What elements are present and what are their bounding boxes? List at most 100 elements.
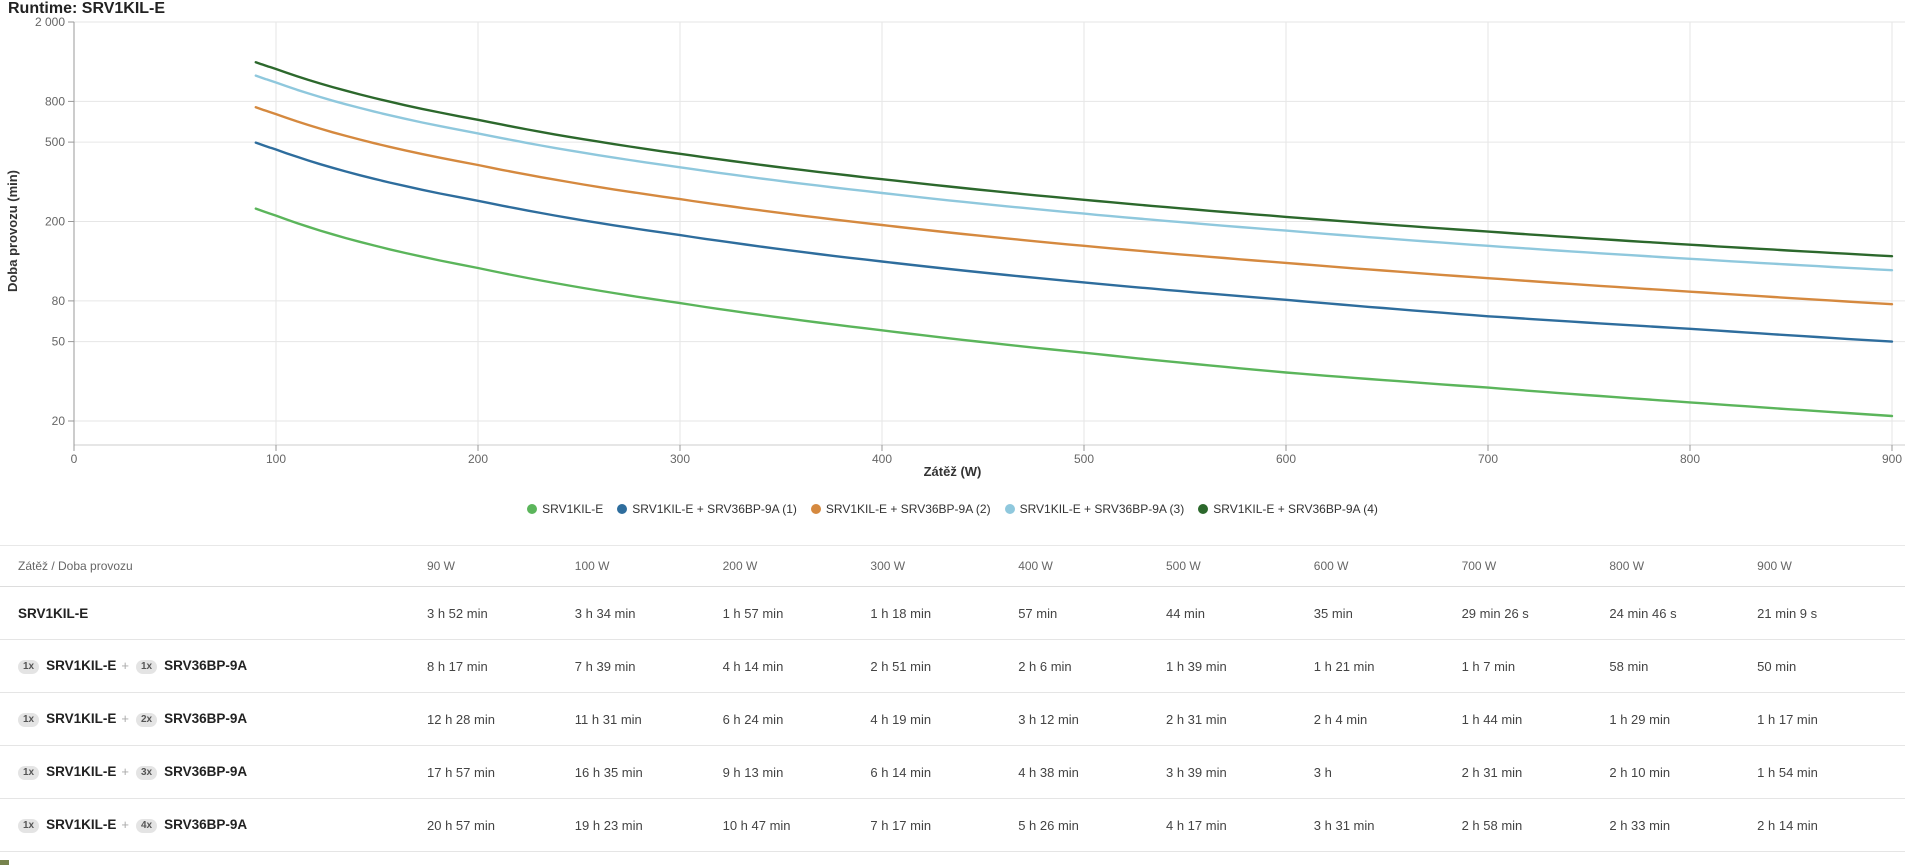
x-tick-label: 900 (1882, 452, 1902, 466)
table-row: SRV1KIL-E 3 h 52 min 3 h 34 min 1 h 57 min 1… (0, 586, 1905, 640)
runtime-value-cell: 1 h 54 min (1757, 745, 1905, 799)
runtime-value-cell: 35 min (1313, 586, 1462, 640)
runtime-value-cell: 2 h 10 min (1609, 745, 1758, 799)
device-name: SRV36BP-9A (164, 817, 248, 832)
legend-item-label: SRV1KIL-E + SRV36BP-9A (3) (1019, 502, 1185, 516)
table-header-cell: 700 W (1461, 545, 1610, 587)
legend-item[interactable]: SRV1KIL-E + SRV36BP-9A (1) (617, 502, 797, 516)
runtime-value-cell: 1 h 18 min (870, 586, 1019, 640)
runtime-value-cell: 2 h 31 min (1165, 692, 1314, 746)
runtime-value-cell: 19 h 23 min (574, 798, 723, 852)
runtime-value-cell: 12 h 28 min (427, 692, 575, 746)
series-line (254, 106, 1894, 306)
legend-dot-icon (617, 504, 628, 514)
table-header-cell: 200 W (722, 545, 871, 587)
runtime-value-cell: 2 h 58 min (1461, 798, 1610, 852)
plus-separator: + (121, 658, 129, 673)
row-label: 1x SRV1KIL-E +3x SRV36BP-9A (0, 745, 427, 799)
runtime-value-cell: 7 h 17 min (870, 798, 1019, 852)
y-tick-label: 500 (45, 135, 65, 149)
runtime-value-cell: 3 h 31 min (1313, 798, 1462, 852)
y-axis-title: Doba provozu (min) (5, 169, 20, 293)
table-row: 1x SRV1KIL-E +1x SRV36BP-9A 8 h 17 min 7 h 39… (0, 639, 1905, 693)
device-name: SRV1KIL-E (46, 764, 117, 779)
legend-dot-icon (810, 504, 821, 514)
legend-dot-icon (1198, 504, 1209, 514)
series-line (254, 207, 1894, 418)
runtime-value-cell: 6 h 24 min (722, 692, 871, 746)
legend-item[interactable]: SRV1KIL-E + SRV36BP-9A (2) (810, 502, 991, 516)
runtime-value-cell: 11 h 31 min (574, 692, 723, 746)
x-tick-label: 500 (1074, 452, 1094, 466)
table-header-cell: 800 W (1609, 545, 1758, 587)
device-name: SRV1KIL-E (46, 817, 117, 832)
device-name: SRV36BP-9A (164, 711, 248, 726)
runtime-value-cell: 58 min (1609, 639, 1758, 693)
runtime-value-cell: 3 h (1313, 745, 1462, 799)
runtime-value-cell: 4 h 19 min (870, 692, 1019, 746)
x-tick-label: 600 (1276, 452, 1296, 466)
plus-separator: + (121, 817, 129, 832)
table-header-cell: 400 W (1018, 545, 1166, 587)
y-tick-label: 200 (45, 215, 65, 229)
row-label: 1x SRV1KIL-E +1x SRV36BP-9A (0, 639, 427, 693)
device-name: SRV1KIL-E (46, 711, 117, 726)
runtime-value-cell: 1 h 57 min (722, 586, 871, 640)
runtime-value-cell: 4 h 17 min (1165, 798, 1314, 852)
runtime-value-cell: 1 h 21 min (1313, 639, 1462, 693)
legend-item-label: SRV1KIL-E + SRV36BP-9A (2) (825, 502, 991, 516)
runtime-value-cell: 1 h 29 min (1609, 692, 1758, 746)
runtime-value-cell: 2 h 6 min (1018, 639, 1166, 693)
y-tick-label: 50 (52, 335, 66, 349)
runtime-value-cell: 1 h 7 min (1461, 639, 1610, 693)
table-header-cell: Zátěž / Doba provozu (0, 545, 427, 587)
runtime-value-cell: 4 h 14 min (722, 639, 871, 693)
y-tick-label: 20 (52, 414, 66, 428)
series-line (254, 74, 1894, 272)
runtime-value-cell: 2 h 31 min (1461, 745, 1610, 799)
row-label: SRV1KIL-E (0, 586, 427, 640)
legend-item[interactable]: SRV1KIL-E + SRV36BP-9A (4) (1198, 502, 1378, 516)
x-tick-label: 400 (872, 452, 892, 466)
table-header-cell: 900 W (1757, 545, 1905, 587)
runtime-value-cell: 10 h 47 min (722, 798, 871, 852)
legend-item-label: SRV1KIL-E (542, 502, 604, 516)
quantity-badge: 2x (136, 713, 158, 727)
runtime-value-cell: 1 h 44 min (1461, 692, 1610, 746)
runtime-value-cell: 1 h 39 min (1165, 639, 1314, 693)
table-header-cell: 300 W (870, 545, 1019, 587)
runtime-value-cell: 3 h 12 min (1018, 692, 1166, 746)
table-header-cell: 90 W (427, 545, 575, 587)
runtime-value-cell: 2 h 51 min (870, 639, 1019, 693)
table-row: 1x SRV1KIL-E +3x SRV36BP-9A 17 h 57 min 16 h … (0, 745, 1905, 799)
runtime-value-cell: 3 h 52 min (427, 586, 575, 640)
legend-item[interactable]: SRV1KIL-E + SRV36BP-9A (3) (1004, 502, 1185, 516)
y-tick-label: 800 (45, 94, 65, 108)
runtime-chart: 0 100 200 300 400 500 600 700 800 900 2 000 800 500 2… (35, 15, 1905, 466)
runtime-value-cell: 44 min (1165, 586, 1314, 640)
quantity-badge: 1x (18, 819, 40, 833)
legend-item-label: SRV1KIL-E + SRV36BP-9A (4) (1213, 502, 1378, 516)
runtime-value-cell: 29 min 26 s (1461, 586, 1610, 640)
runtime-value-cell: 57 min (1018, 586, 1166, 640)
x-tick-label: 0 (71, 452, 78, 466)
device-name: SRV36BP-9A (164, 764, 248, 779)
plus-separator: + (121, 764, 129, 779)
runtime-value-cell: 3 h 34 min (574, 586, 723, 640)
legend-dot-icon (527, 504, 538, 514)
runtime-value-cell: 2 h 33 min (1609, 798, 1758, 852)
legend-item-label: SRV1KIL-E + SRV36BP-9A (1) (632, 502, 797, 516)
device-name: SRV1KIL-E (46, 658, 117, 673)
runtime-value-cell: 9 h 13 min (722, 745, 871, 799)
runtime-value-cell: 20 h 57 min (427, 798, 575, 852)
plus-separator: + (121, 711, 129, 726)
quantity-badge: 1x (18, 713, 40, 727)
runtime-value-cell: 2 h 14 min (1757, 798, 1905, 852)
legend-item[interactable]: SRV1KIL-E (527, 502, 603, 516)
runtime-value-cell: 6 h 14 min (870, 745, 1019, 799)
quantity-badge: 4x (136, 819, 158, 833)
runtime-value-cell: 1 h 17 min (1757, 692, 1905, 746)
